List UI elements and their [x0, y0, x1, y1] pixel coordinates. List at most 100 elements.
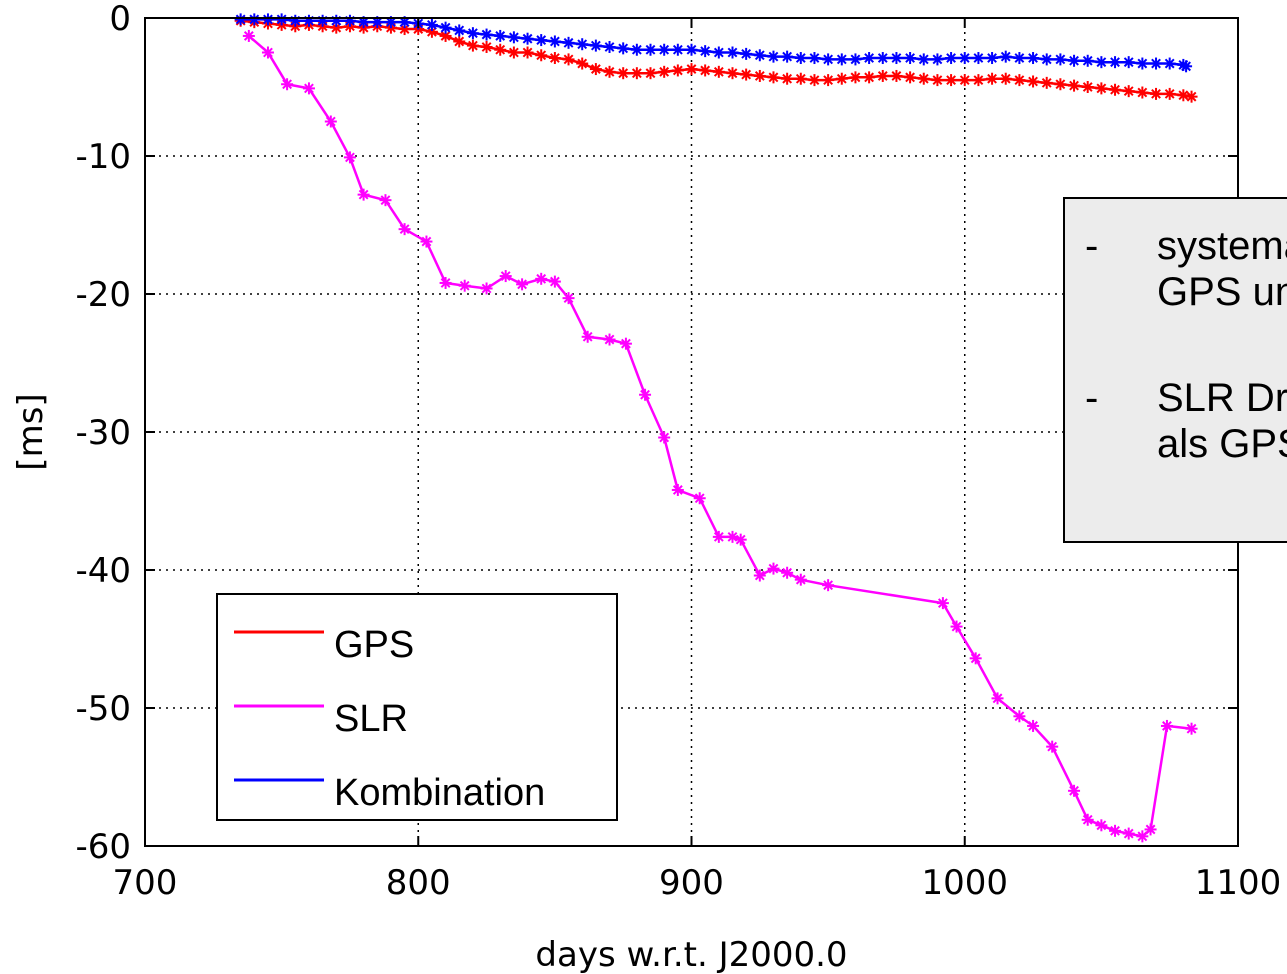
data-point-gps — [822, 74, 835, 87]
data-point-slr — [969, 652, 982, 665]
annotation-box: - systematische Drift inGPS und Kombinati… — [1063, 197, 1287, 543]
y-tick-label: 0 — [109, 0, 131, 39]
data-point-gps — [617, 67, 630, 80]
data-point-kombination — [425, 18, 438, 31]
data-point-slr — [499, 270, 512, 283]
data-point-gps — [1027, 75, 1040, 88]
data-point-slr — [794, 573, 807, 586]
data-point-gps — [1122, 85, 1135, 98]
data-point-kombination — [521, 32, 534, 45]
data-point-slr — [639, 388, 652, 401]
data-point-kombination — [671, 43, 684, 56]
data-point-gps — [1150, 87, 1163, 100]
data-point-kombination — [863, 52, 876, 65]
data-point-kombination — [958, 52, 971, 65]
data-point-gps — [904, 71, 917, 84]
data-point-gps — [535, 49, 548, 62]
data-point-kombination — [494, 29, 507, 42]
data-point-kombination — [453, 24, 466, 37]
data-point-kombination — [548, 35, 561, 48]
data-point-gps — [890, 69, 903, 82]
data-point-slr — [535, 272, 548, 285]
data-point-slr — [936, 597, 949, 610]
data-point-gps — [917, 72, 930, 85]
y-tick-label: -60 — [75, 827, 131, 867]
data-point-gps — [808, 74, 821, 87]
data-point-slr — [480, 282, 493, 295]
data-point-kombination — [275, 13, 288, 26]
data-point-slr — [398, 223, 411, 236]
data-point-kombination — [398, 16, 411, 29]
data-point-slr — [1068, 784, 1081, 797]
data-point-kombination — [808, 52, 821, 65]
data-point-gps — [603, 65, 616, 78]
data-point-gps — [849, 71, 862, 84]
data-point-kombination — [767, 50, 780, 63]
data-point-gps — [562, 53, 575, 66]
data-point-kombination — [712, 46, 725, 59]
data-point-kombination — [999, 50, 1012, 63]
data-point-kombination — [617, 42, 630, 55]
annotation-line: SLR Drift deutlich größer — [1157, 376, 1287, 420]
data-point-slr — [1136, 830, 1149, 843]
data-point-kombination — [439, 21, 452, 34]
data-point-kombination — [576, 38, 589, 51]
data-point-slr — [302, 82, 315, 95]
annotation-line: GPS und Kombination — [1157, 270, 1287, 314]
data-point-gps — [671, 64, 684, 77]
data-point-slr — [1095, 819, 1108, 832]
data-point-slr — [1144, 823, 1157, 836]
data-point-kombination — [931, 53, 944, 66]
data-point-slr — [379, 194, 392, 207]
data-point-slr — [581, 330, 594, 343]
data-point-slr — [767, 562, 780, 575]
data-point-gps — [712, 65, 725, 78]
data-point-gps — [453, 35, 466, 48]
data-point-kombination — [699, 45, 712, 58]
data-point-kombination — [972, 52, 985, 65]
data-point-kombination — [1150, 57, 1163, 70]
data-point-kombination — [1068, 54, 1081, 67]
data-point-gps — [1040, 76, 1053, 89]
data-point-kombination — [248, 13, 261, 26]
data-point-slr — [693, 492, 706, 505]
data-point-slr — [562, 292, 575, 305]
data-point-gps — [986, 72, 999, 85]
data-point-gps — [466, 39, 479, 52]
data-point-slr — [603, 333, 616, 346]
data-point-slr — [242, 29, 255, 42]
data-point-slr — [357, 188, 370, 201]
data-point-kombination — [330, 14, 343, 27]
y-axis-label: [ms] — [11, 393, 51, 470]
data-point-gps — [753, 69, 766, 82]
data-point-gps — [494, 43, 507, 56]
data-point-kombination — [986, 52, 999, 65]
data-point-kombination — [1180, 60, 1193, 73]
data-point-slr — [753, 569, 766, 582]
data-point-gps — [480, 40, 493, 53]
data-point-kombination — [589, 39, 602, 52]
data-point-kombination — [630, 43, 643, 56]
data-point-kombination — [1081, 54, 1094, 67]
data-point-slr — [781, 566, 794, 579]
axis-ticks: 700 800 900 1000 1100 0 -10 -20 -30 -40 -50 -60 — [75, 0, 1281, 903]
data-point-kombination — [849, 53, 862, 66]
data-point-slr — [1109, 824, 1122, 837]
data-point-slr — [1013, 710, 1026, 723]
data-point-kombination — [781, 50, 794, 63]
data-point-kombination — [1040, 53, 1053, 66]
data-point-kombination — [466, 27, 479, 40]
data-point-gps — [1013, 74, 1026, 87]
legend-label-slr: SLR — [334, 698, 408, 740]
data-point-gps — [1095, 82, 1108, 95]
data-point-slr — [420, 235, 433, 248]
data-point-slr — [548, 275, 561, 288]
x-tick-label: 1000 — [921, 863, 1008, 903]
data-point-slr — [1027, 719, 1040, 732]
data-point-slr — [1046, 740, 1059, 753]
data-point-gps — [945, 74, 958, 87]
data-point-kombination — [1136, 57, 1149, 70]
data-point-kombination — [1095, 56, 1108, 69]
data-point-gps — [1177, 89, 1190, 102]
